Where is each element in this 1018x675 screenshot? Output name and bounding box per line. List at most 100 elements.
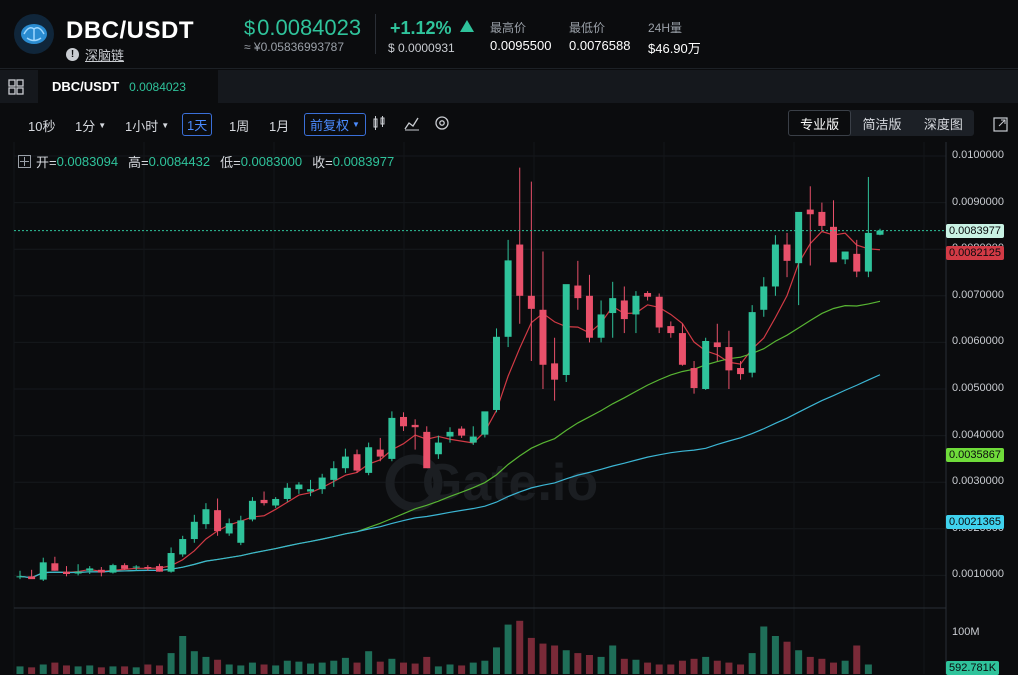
- view-depth-button[interactable]: 深度图: [923, 116, 963, 132]
- candle-body: [632, 295, 640, 315]
- candle-body: [597, 314, 605, 338]
- candle-body: [132, 566, 140, 568]
- tab-pair-price: 0.0084023: [129, 79, 186, 94]
- candle-body: [202, 509, 210, 525]
- volume-bar: [365, 651, 373, 674]
- interval-1mo[interactable]: 1月: [269, 119, 290, 134]
- candle-body: [713, 342, 721, 348]
- candle-body: [562, 284, 570, 376]
- volume-bar: [446, 664, 454, 674]
- volume-bar: [818, 658, 826, 674]
- volume-bar: [51, 662, 59, 674]
- price-currency-symbol: $: [244, 18, 256, 40]
- view-simple-button[interactable]: 简洁版: [862, 116, 902, 132]
- interval-1m[interactable]: 1分 ▼: [75, 116, 106, 135]
- candle-body: [411, 424, 419, 428]
- candle-body: [492, 336, 500, 410]
- price-chart[interactable]: Gate.io: [0, 142, 1018, 674]
- volume-bar: [318, 662, 326, 674]
- interval-1m-label: 1分: [75, 119, 96, 134]
- volume-bar: [190, 651, 198, 674]
- volume-bar: [295, 661, 303, 674]
- moving-average-lines: [19, 230, 881, 579]
- volume-bar: [492, 647, 500, 674]
- volume-bar: [144, 664, 152, 674]
- candle-body: [28, 576, 36, 580]
- ma5-line: [19, 230, 881, 579]
- adjust-label: 前复权: [310, 118, 350, 133]
- volume-bar: [516, 620, 524, 674]
- candle-body: [644, 293, 652, 297]
- open-value: 0.0083094: [56, 154, 119, 169]
- volume-bar: [202, 656, 210, 674]
- watermark-logo: [385, 454, 443, 512]
- interval-1w[interactable]: 1周: [229, 119, 250, 134]
- volume-bar: [341, 657, 349, 674]
- volume-bar: [97, 667, 105, 674]
- candle-body: [260, 499, 268, 504]
- view-pro-button[interactable]: 专业版: [788, 110, 852, 136]
- candle-type-icon[interactable]: [372, 115, 386, 136]
- tab-dbc-usdt[interactable]: DBC/USDT 0.0084023: [38, 70, 218, 103]
- ma5-tag: 0.0082125: [946, 246, 1004, 261]
- candle-body: [574, 285, 582, 299]
- volume-bar: [725, 662, 733, 674]
- volume-bar: [620, 658, 628, 674]
- volume-bar: [458, 665, 466, 674]
- caret-down-icon: ▼: [161, 121, 170, 130]
- volume-bar: [737, 664, 745, 674]
- interval-1d[interactable]: 1天: [182, 113, 213, 136]
- volume-bar: [260, 664, 268, 674]
- interval-1h[interactable]: 1小时 ▼: [125, 116, 169, 135]
- candle-body: [179, 539, 187, 555]
- candle-body: [818, 211, 826, 226]
- volume-bar: [400, 662, 408, 674]
- close-label: 收=: [312, 155, 333, 170]
- axis-tick-label: 0.0070000: [952, 288, 1004, 301]
- volume-bar: [806, 656, 814, 674]
- volume-bar: [248, 662, 256, 674]
- chain-row: ! 深脑链: [66, 45, 124, 64]
- volume-bar: [830, 662, 838, 674]
- candle-body: [690, 368, 698, 389]
- candle-body: [725, 347, 733, 371]
- volume-bar: [551, 645, 559, 674]
- volume-bar: [179, 636, 187, 674]
- candle-body: [667, 326, 675, 334]
- candle-body: [783, 244, 791, 261]
- volume-value: $46.90万: [648, 41, 701, 56]
- volume-bar: [39, 664, 47, 674]
- adjust-dropdown[interactable]: 前复权 ▼: [304, 113, 366, 136]
- volume-axis-label: 100M: [952, 626, 980, 638]
- last-price: $0.0084023: [244, 15, 361, 41]
- axis-tick-label: 0.0060000: [952, 335, 1004, 348]
- fullscreen-icon[interactable]: [993, 117, 1008, 137]
- interval-10s[interactable]: 10秒: [28, 119, 56, 134]
- volume-bar: [28, 667, 36, 674]
- chain-link[interactable]: 深脑链: [85, 48, 125, 63]
- candle-body: [51, 563, 59, 571]
- volume-bar: [539, 643, 547, 674]
- volume-bar: [632, 659, 640, 674]
- candle-body: [109, 565, 117, 573]
- volume-bar: [597, 656, 605, 674]
- volume-bar: [86, 665, 94, 674]
- open-label: 开=: [36, 155, 57, 170]
- candle-body: [423, 431, 431, 469]
- high-value: 0.0095500: [490, 38, 552, 53]
- candle-body: [365, 447, 373, 473]
- indicator-icon[interactable]: [404, 115, 420, 136]
- low-value: 0.0076588: [569, 38, 631, 53]
- low-label: 最低价: [569, 21, 606, 35]
- candle-body: [702, 341, 710, 389]
- candle-body: [144, 567, 152, 569]
- candle-body: [307, 489, 315, 492]
- volume-bar: [237, 665, 245, 674]
- settings-icon[interactable]: [434, 115, 450, 136]
- candle-body: [527, 295, 535, 309]
- volume-bar: [376, 661, 384, 674]
- volume-bar: [655, 664, 663, 674]
- info-icon[interactable]: !: [66, 48, 79, 61]
- grid-icon[interactable]: [8, 79, 24, 95]
- volume-bar: [155, 665, 163, 674]
